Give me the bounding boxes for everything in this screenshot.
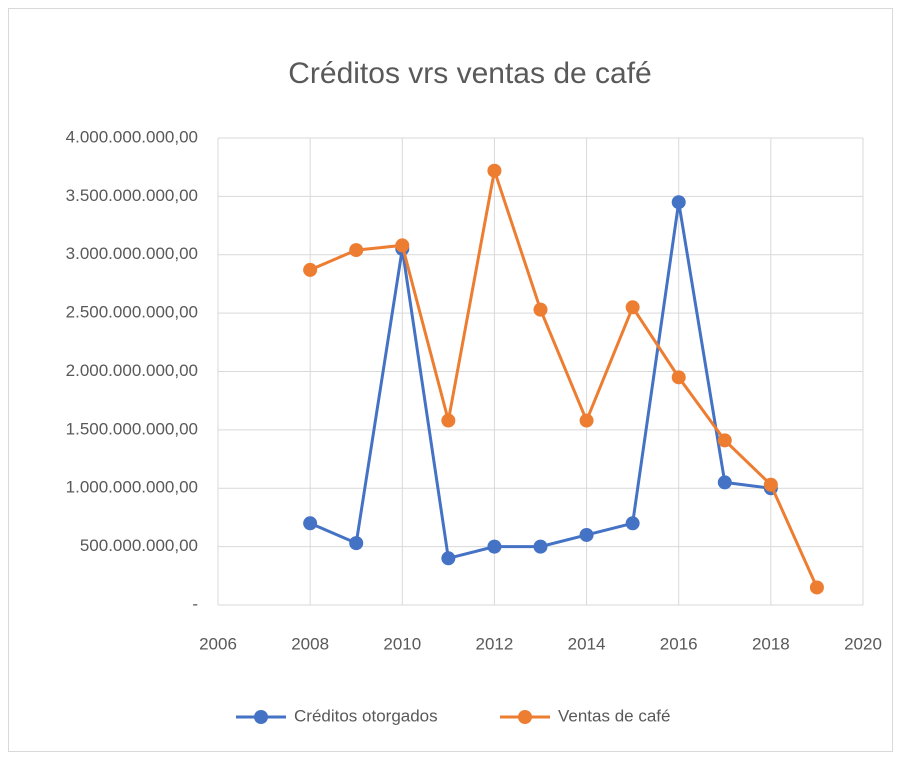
data-point [303, 262, 318, 277]
y-tick-label: - [192, 594, 198, 613]
data-point [487, 539, 502, 554]
data-point [349, 243, 364, 258]
data-point [717, 475, 732, 490]
chart-title: Créditos vrs ventas de café [288, 57, 652, 90]
data-point [579, 413, 594, 428]
x-tick-label: 2010 [383, 634, 421, 653]
series-line [309, 170, 819, 589]
data-point [579, 527, 594, 542]
x-tick-label: 2016 [660, 634, 698, 653]
data-point [625, 300, 640, 315]
y-tick-label: 2.500.000.000,00 [66, 303, 198, 322]
legend-label: Créditos otorgados [294, 706, 438, 725]
chart-border [8, 8, 893, 752]
data-point [533, 539, 548, 554]
data-point [809, 580, 824, 595]
x-tick-label: 2006 [199, 634, 237, 653]
y-tick-label: 1.000.000.000,00 [66, 478, 198, 497]
data-point [395, 238, 410, 253]
data-point [717, 433, 732, 448]
legend-marker [254, 710, 268, 724]
data-point [671, 370, 686, 385]
x-tick-label: 2008 [291, 634, 329, 653]
data-point [441, 413, 456, 428]
data-point [349, 536, 364, 551]
x-tick-label: 2012 [476, 634, 514, 653]
y-tick-label: 3.500.000.000,00 [66, 186, 198, 205]
data-point [533, 302, 548, 317]
data-point [303, 516, 318, 531]
y-tick-label: 3.000.000.000,00 [66, 244, 198, 263]
y-tick-label: 2.000.000.000,00 [66, 361, 198, 380]
x-tick-label: 2020 [844, 634, 882, 653]
legend-label: Ventas de café [558, 706, 670, 725]
x-tick-label: 2014 [568, 634, 606, 653]
data-point [763, 477, 778, 492]
legend-marker [518, 710, 532, 724]
data-point [487, 163, 502, 178]
y-tick-label: 1.500.000.000,00 [66, 419, 198, 438]
y-tick-label: 500.000.000,00 [80, 536, 198, 555]
data-point [671, 195, 686, 210]
data-point [625, 516, 640, 531]
x-tick-label: 2018 [752, 634, 790, 653]
y-tick-label: 4.000.000.000,00 [66, 127, 198, 146]
data-point [441, 551, 456, 566]
